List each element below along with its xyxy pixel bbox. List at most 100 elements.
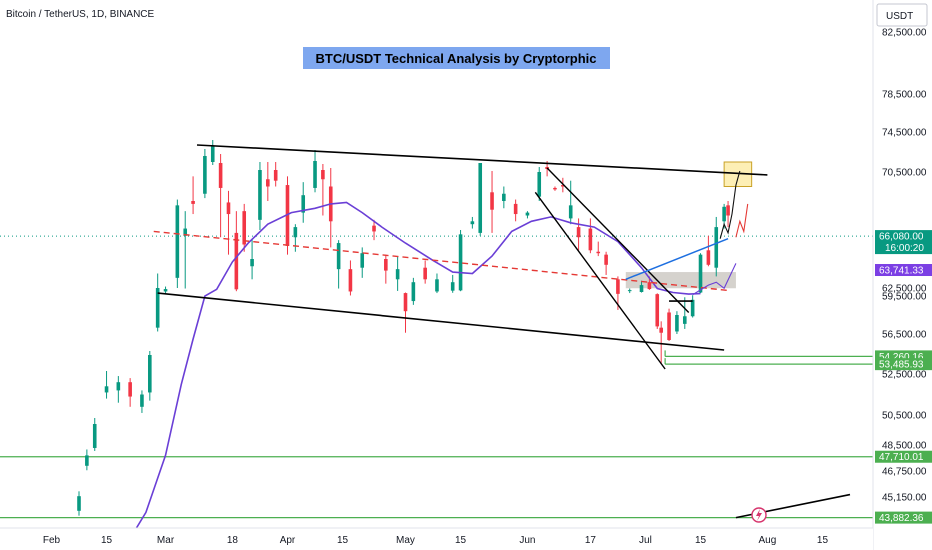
candle-body (336, 243, 341, 270)
support-lines-layer (0, 235, 873, 519)
price-label-text: 43,882.36 (879, 513, 924, 524)
candle-body (667, 312, 671, 340)
candle-body (183, 228, 188, 236)
time-tick-label: Aug (758, 535, 776, 546)
candle-body (411, 282, 416, 302)
candle-body (470, 221, 475, 225)
candle-body (273, 170, 278, 181)
price-tick-label: 59,500.00 (882, 292, 927, 303)
symbol-line: Bitcoin / TetherUS, 1D, BINANCE (6, 9, 155, 20)
candle-body (128, 382, 132, 397)
price-label-badge: 43,882.36 (875, 511, 932, 524)
upper-trendline (196, 144, 768, 176)
time-tick-label: Mar (157, 535, 175, 546)
candle-body (576, 227, 581, 238)
time-tick-label: May (396, 535, 415, 546)
candle-body (568, 205, 573, 219)
steep-channel-upper (546, 167, 690, 313)
price-label-bg (875, 450, 932, 463)
candle-body (395, 269, 400, 280)
candle-body (698, 254, 703, 293)
candle-body (513, 203, 518, 215)
price-tick-label: 46,750.00 (882, 467, 927, 478)
time-tick-label: Jul (639, 535, 652, 546)
candle-body (250, 259, 254, 267)
price-tick-label: 78,500.00 (882, 90, 927, 101)
time-tick-label: 17 (585, 535, 597, 546)
candle-body (360, 253, 365, 268)
price-label-badge: 53,485.93 (875, 358, 932, 371)
price-tick-label: 74,500.00 (882, 128, 927, 139)
projected-path-black (719, 170, 741, 239)
price-tick-label: 52,500.00 (882, 370, 927, 381)
currency-button-label: USDT (886, 11, 913, 22)
candle-body (596, 251, 601, 254)
candle-body (348, 269, 353, 292)
candle-body (561, 185, 565, 187)
candle-body (258, 170, 262, 220)
candle-body (726, 205, 730, 216)
time-tick-label: Apr (280, 535, 296, 546)
candle-body (403, 293, 408, 312)
price-tick-label: 45,150.00 (882, 493, 927, 504)
candle-body (478, 163, 483, 233)
candle-body (85, 455, 89, 466)
candle-body (234, 232, 239, 290)
candle-body (655, 294, 660, 327)
candle-body (218, 163, 223, 188)
candle-body (77, 496, 81, 511)
price-label-text: 47,710.01 (879, 452, 924, 463)
candle-body (450, 282, 455, 291)
time-tick-label: 15 (337, 535, 349, 546)
price-tick-label: 62,500.00 (882, 284, 927, 295)
flash-icon[interactable] (751, 507, 767, 523)
chart-title-highlight (303, 47, 610, 69)
candle-body (372, 225, 376, 232)
moving-average-layer (125, 201, 701, 546)
candle-body (226, 202, 231, 215)
candle-body (301, 195, 306, 213)
price-label-text: 63,741.33 (879, 266, 924, 277)
price-label-badge: 63,741.33 (875, 264, 932, 277)
dashed-midline (153, 230, 729, 292)
projected-path-red (735, 203, 749, 238)
price-tick-label: 70,500.00 (882, 168, 927, 179)
candle-body (313, 161, 317, 188)
candle-body (458, 234, 463, 291)
candle-body (210, 146, 215, 162)
candle-body (659, 327, 663, 333)
time-tick-label: 15 (101, 535, 113, 546)
candle-body (175, 205, 180, 278)
candle-body (502, 193, 506, 201)
candle-body (706, 250, 711, 265)
candle-body (588, 228, 593, 251)
drawings-layer (153, 144, 851, 519)
candles-layer (65, 140, 730, 544)
chart-title: BTC/USDT Technical Analysis by Cryptorph… (316, 51, 597, 66)
steep-channel-lower (534, 191, 666, 370)
time-axis-panel[interactable] (0, 528, 873, 550)
time-axis-ticks: Feb 15 Mar 18 Apr 15 May 15 Jun 17 Jul 15 Aug 15 (43, 535, 829, 546)
candle-body (148, 355, 152, 393)
price-label-text: 53,485.93 (879, 360, 924, 371)
candle-body (104, 386, 109, 393)
candle-body (293, 227, 298, 238)
moving-average-line (125, 201, 701, 546)
candle-body (639, 285, 644, 292)
price-label-text: 54,260.16 (879, 352, 924, 363)
currency-button[interactable] (876, 3, 928, 27)
price-label-bg (875, 230, 932, 255)
time-tick-label: 18 (227, 535, 239, 546)
candle-body (682, 316, 687, 324)
candle-body (423, 267, 427, 280)
price-label-countdown: 16:00:20 (885, 243, 924, 254)
candle-body (92, 424, 97, 448)
price-label-text: 66,080.00 (879, 232, 924, 243)
candle-body (203, 156, 207, 194)
candle-body (266, 179, 270, 187)
candle-body (553, 187, 557, 190)
